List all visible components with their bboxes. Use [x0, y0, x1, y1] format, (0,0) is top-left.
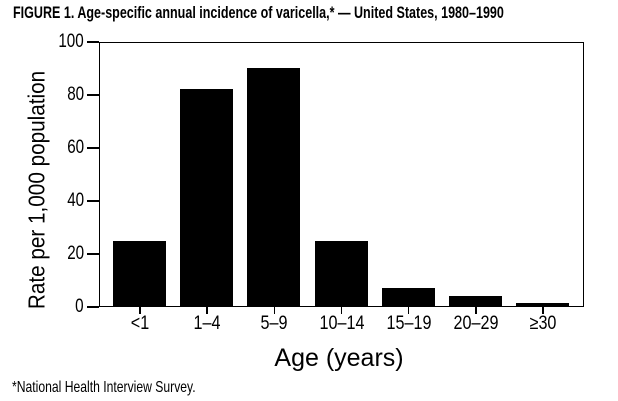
x-tick — [475, 307, 477, 314]
bar-15–19 — [381, 287, 435, 306]
x-tick — [407, 307, 410, 314]
bar-5–9 — [247, 67, 301, 306]
y-axis-title: Rate per 1,000 population — [23, 70, 50, 310]
x-tick-label: ≥30 — [529, 313, 557, 334]
bar-≥30 — [516, 303, 569, 306]
y-tick-label: 20 — [67, 243, 84, 264]
y-tick-label: 80 — [67, 84, 84, 105]
x-axis-title: Age (years) — [274, 344, 404, 372]
x-tick — [340, 307, 343, 314]
figure-footnote: *National Health Interview Survey. — [12, 379, 196, 396]
y-tick — [87, 41, 99, 43]
y-tick — [87, 94, 99, 96]
bar-10–14 — [314, 240, 368, 306]
y-tick — [87, 200, 99, 202]
x-tick-label: 10–14 — [319, 313, 364, 334]
figure-title: FIGURE 1. Age-specific annual incidence … — [13, 4, 504, 22]
y-tick-label: 60 — [67, 137, 84, 158]
bar-20–29 — [448, 295, 502, 306]
x-tick-label: 1–4 — [193, 313, 221, 334]
x-tick-label: 15–19 — [386, 313, 432, 334]
x-tick-label: <1 — [130, 313, 150, 334]
x-tick-label: 20–29 — [453, 313, 499, 334]
x-tick — [139, 307, 141, 314]
x-tick — [206, 307, 208, 314]
y-tick — [87, 253, 99, 255]
y-tick — [87, 147, 99, 149]
y-tick — [87, 306, 99, 308]
x-tick — [273, 307, 276, 314]
bar-1–4 — [180, 88, 234, 306]
y-tick-label: 100 — [58, 31, 84, 52]
y-tick-label: 40 — [67, 190, 84, 211]
x-tick-label: 5–9 — [260, 313, 288, 334]
bar-<1 — [113, 240, 166, 306]
y-tick-label: 0 — [75, 296, 84, 317]
x-tick — [542, 307, 544, 314]
plot-area — [99, 42, 584, 307]
